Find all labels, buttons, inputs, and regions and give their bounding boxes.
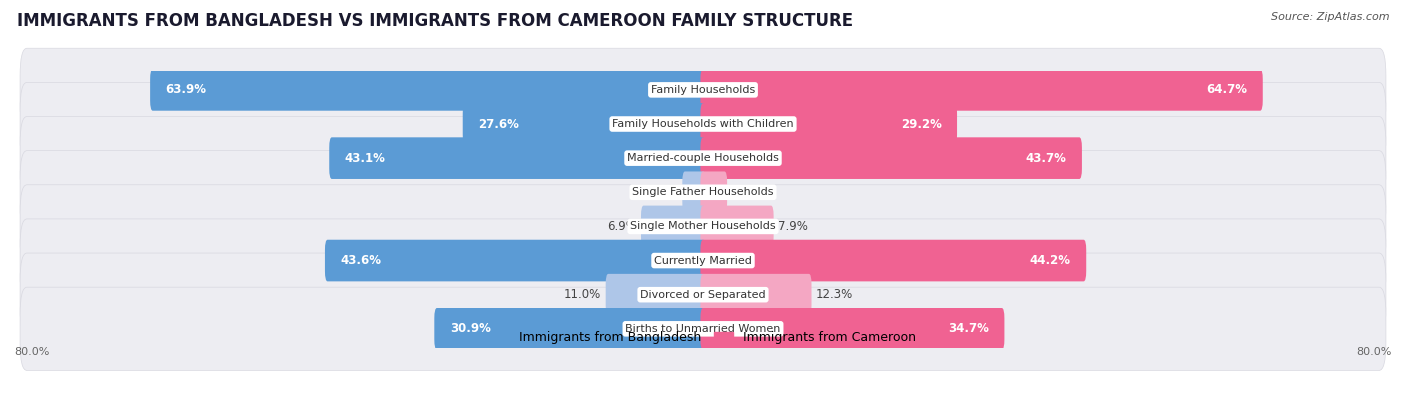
FancyBboxPatch shape bbox=[682, 171, 706, 213]
FancyBboxPatch shape bbox=[20, 287, 1386, 371]
Text: 43.7%: 43.7% bbox=[1025, 152, 1066, 165]
Text: 63.9%: 63.9% bbox=[166, 83, 207, 96]
Legend: Immigrants from Bangladesh, Immigrants from Cameroon: Immigrants from Bangladesh, Immigrants f… bbox=[491, 331, 915, 344]
Text: Married-couple Households: Married-couple Households bbox=[627, 153, 779, 163]
Text: Births to Unmarried Women: Births to Unmarried Women bbox=[626, 324, 780, 334]
Text: Divorced or Separated: Divorced or Separated bbox=[640, 290, 766, 300]
Text: 2.5%: 2.5% bbox=[731, 186, 761, 199]
Text: Family Households with Children: Family Households with Children bbox=[612, 119, 794, 129]
Text: Source: ZipAtlas.com: Source: ZipAtlas.com bbox=[1271, 12, 1389, 22]
FancyBboxPatch shape bbox=[20, 219, 1386, 302]
Text: 30.9%: 30.9% bbox=[450, 322, 491, 335]
FancyBboxPatch shape bbox=[150, 69, 706, 111]
Text: 27.6%: 27.6% bbox=[478, 117, 519, 130]
FancyBboxPatch shape bbox=[20, 48, 1386, 132]
FancyBboxPatch shape bbox=[329, 137, 706, 179]
FancyBboxPatch shape bbox=[700, 240, 1087, 281]
FancyBboxPatch shape bbox=[20, 117, 1386, 200]
FancyBboxPatch shape bbox=[700, 69, 1263, 111]
Text: Single Mother Households: Single Mother Households bbox=[630, 222, 776, 231]
Text: 43.6%: 43.6% bbox=[340, 254, 381, 267]
FancyBboxPatch shape bbox=[641, 205, 706, 247]
FancyBboxPatch shape bbox=[20, 83, 1386, 166]
Text: IMMIGRANTS FROM BANGLADESH VS IMMIGRANTS FROM CAMEROON FAMILY STRUCTURE: IMMIGRANTS FROM BANGLADESH VS IMMIGRANTS… bbox=[17, 12, 853, 30]
FancyBboxPatch shape bbox=[606, 274, 706, 316]
FancyBboxPatch shape bbox=[434, 308, 706, 350]
Text: 80.0%: 80.0% bbox=[14, 347, 49, 357]
Text: 29.2%: 29.2% bbox=[901, 117, 942, 130]
Text: 43.1%: 43.1% bbox=[344, 152, 385, 165]
FancyBboxPatch shape bbox=[700, 103, 957, 145]
Text: 7.9%: 7.9% bbox=[778, 220, 808, 233]
Text: 44.2%: 44.2% bbox=[1029, 254, 1071, 267]
Text: Family Households: Family Households bbox=[651, 85, 755, 95]
FancyBboxPatch shape bbox=[463, 103, 706, 145]
Text: Currently Married: Currently Married bbox=[654, 256, 752, 265]
FancyBboxPatch shape bbox=[325, 240, 706, 281]
FancyBboxPatch shape bbox=[700, 274, 811, 316]
Text: 12.3%: 12.3% bbox=[815, 288, 853, 301]
Text: 2.1%: 2.1% bbox=[648, 186, 678, 199]
FancyBboxPatch shape bbox=[700, 137, 1083, 179]
Text: 64.7%: 64.7% bbox=[1206, 83, 1247, 96]
Text: 34.7%: 34.7% bbox=[948, 322, 988, 335]
Text: 6.9%: 6.9% bbox=[607, 220, 637, 233]
FancyBboxPatch shape bbox=[20, 253, 1386, 336]
FancyBboxPatch shape bbox=[700, 171, 727, 213]
FancyBboxPatch shape bbox=[20, 150, 1386, 234]
Text: Single Father Households: Single Father Households bbox=[633, 187, 773, 197]
FancyBboxPatch shape bbox=[700, 205, 773, 247]
Text: 80.0%: 80.0% bbox=[1357, 347, 1392, 357]
Text: 11.0%: 11.0% bbox=[564, 288, 602, 301]
FancyBboxPatch shape bbox=[700, 308, 1004, 350]
FancyBboxPatch shape bbox=[20, 185, 1386, 268]
